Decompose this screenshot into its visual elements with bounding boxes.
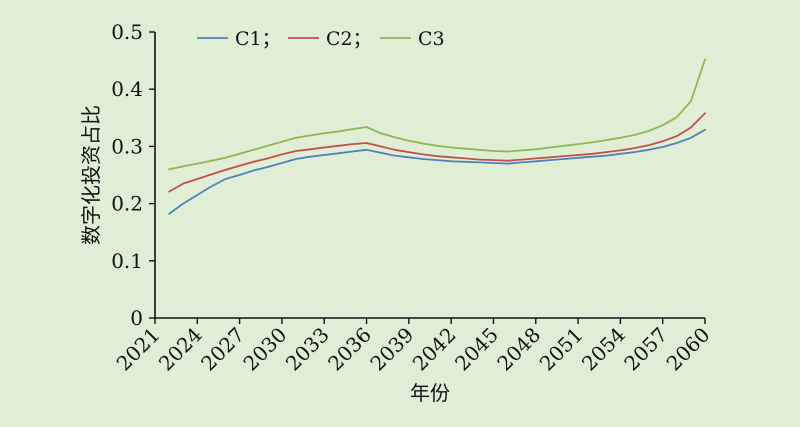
- legend-label-c2: C2；: [326, 28, 372, 50]
- legend-label-c3: C3: [418, 28, 445, 50]
- y-tick-label: 0.3: [111, 134, 143, 158]
- y-tick-group: 0 0.1 0.2 0.3 0.4 0.5: [111, 20, 155, 330]
- series-line-c2: [168, 112, 706, 193]
- y-tick-label: 0: [130, 306, 143, 330]
- y-tick-label: 0.5: [111, 20, 143, 44]
- y-tick-label: 0.2: [111, 192, 143, 216]
- series-line-c1: [168, 128, 706, 215]
- series-line-c3: [168, 58, 706, 171]
- y-tick-label: 0.1: [111, 249, 143, 273]
- y-tick-label: 0.4: [111, 77, 143, 101]
- x-axis-title: 年份: [410, 381, 450, 405]
- series-group: [168, 58, 706, 215]
- legend-label-c1: C1；: [235, 28, 281, 50]
- y-axis-title: 数字化投资占比: [79, 105, 103, 245]
- legend: C1； C2； C3: [197, 28, 445, 50]
